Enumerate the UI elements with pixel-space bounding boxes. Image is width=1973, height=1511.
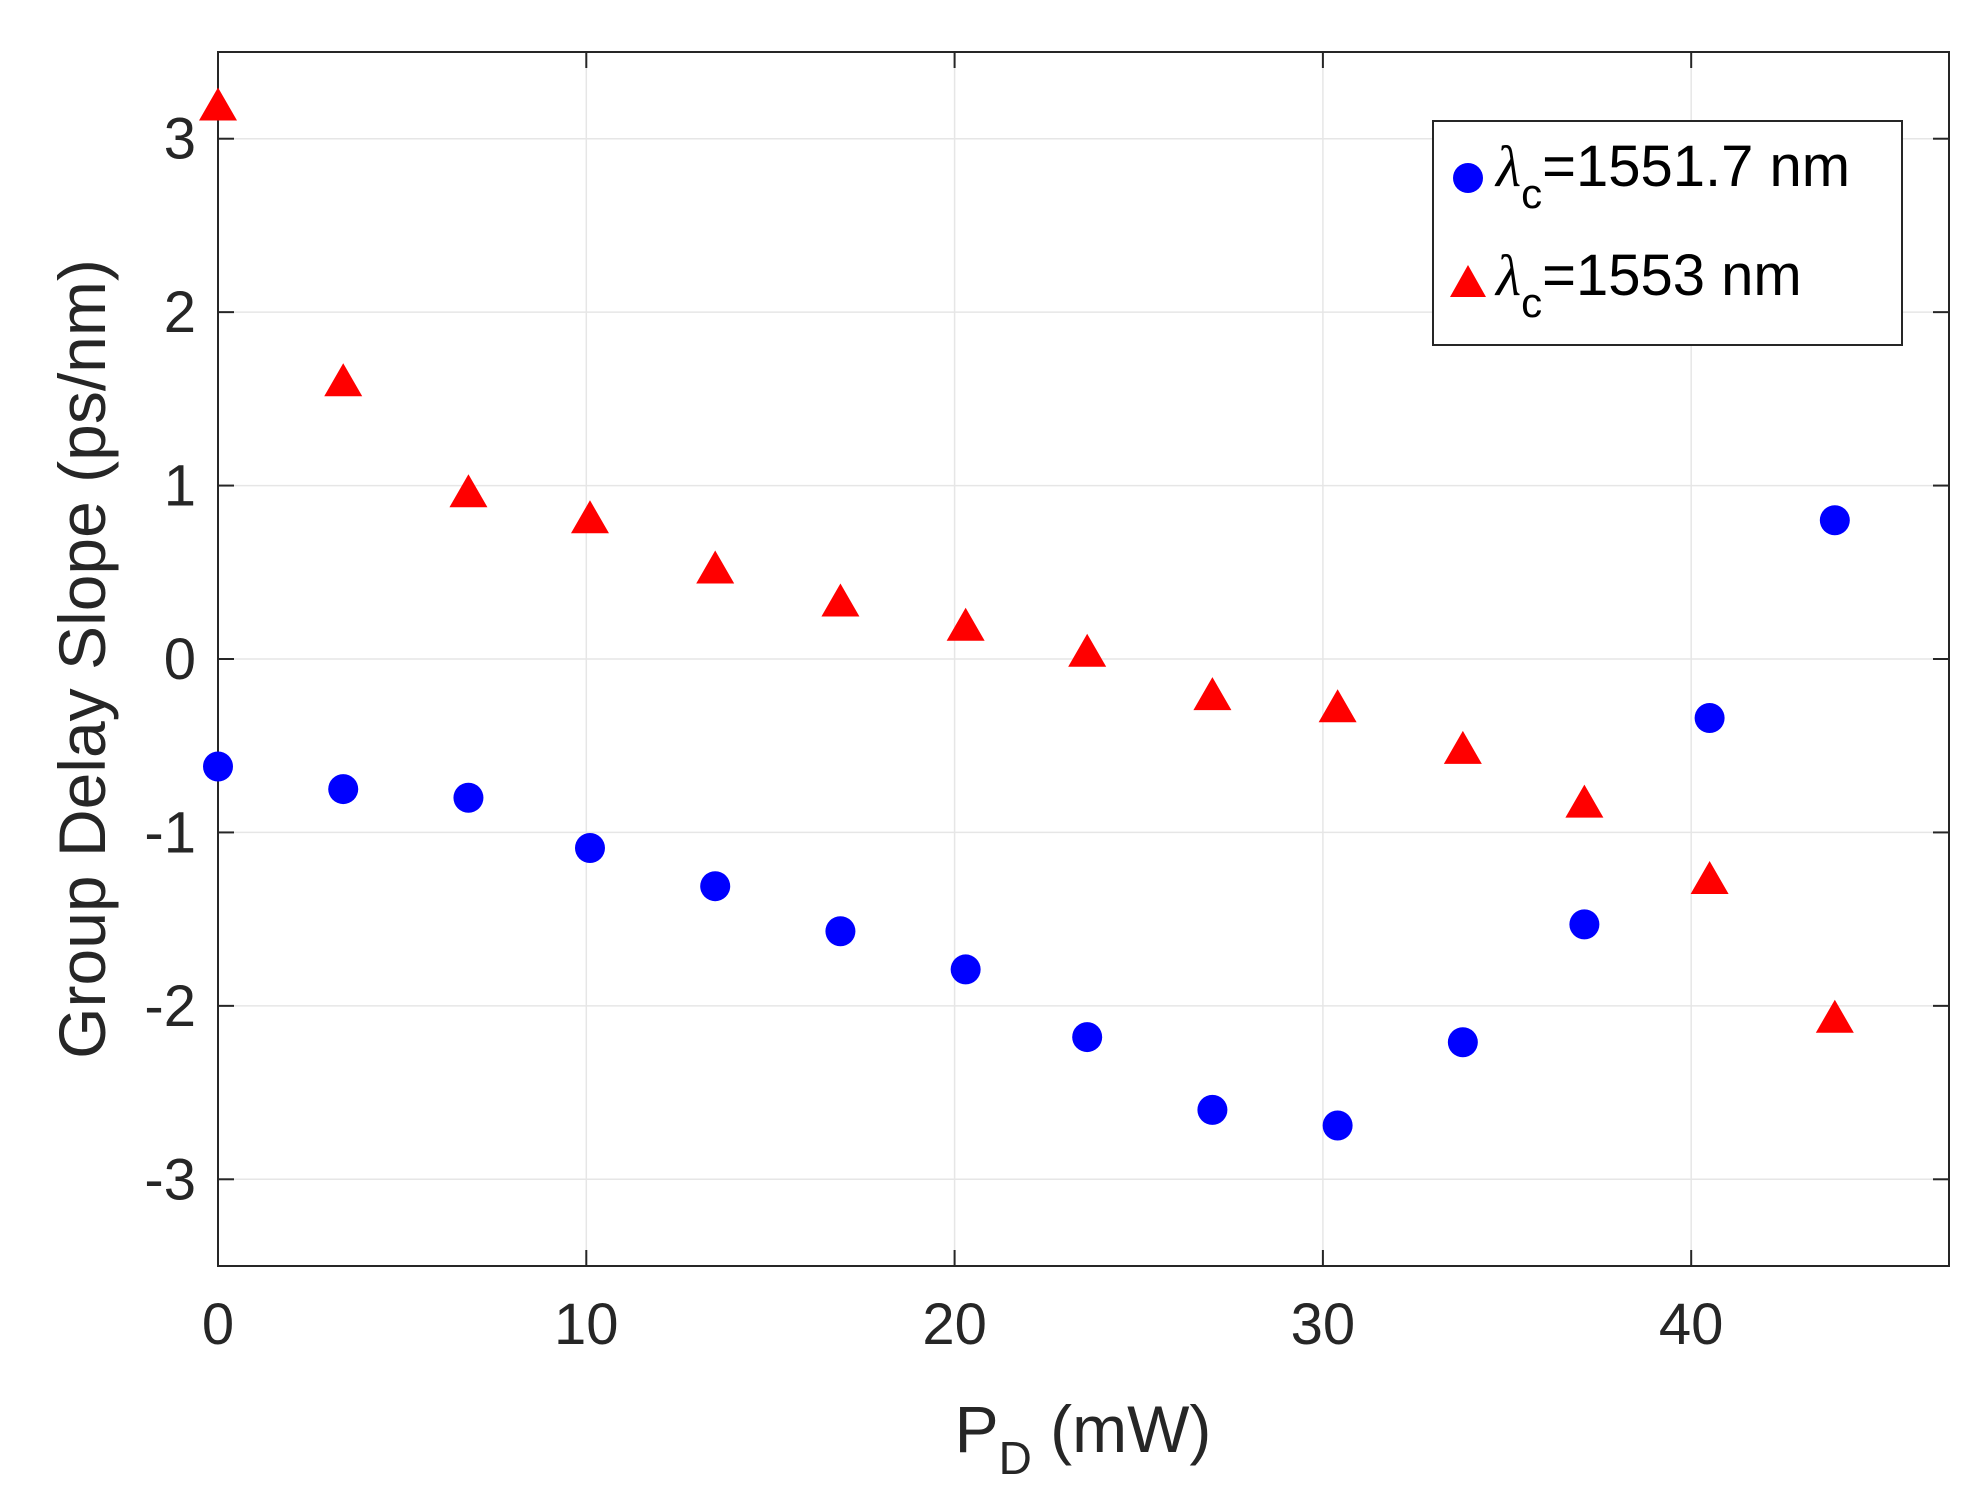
y-tick-label: 0: [164, 627, 196, 692]
y-tick-label: -2: [144, 974, 196, 1039]
y-tick-label: 3: [164, 107, 196, 172]
x-tick-label: 30: [1291, 1292, 1356, 1357]
data-point-series-1: [700, 871, 731, 902]
data-point-series-2: [946, 607, 985, 641]
x-tick-label: 0: [202, 1292, 234, 1357]
data-point-series-1: [950, 954, 981, 985]
x-axis-label-unit: (mW): [1032, 1392, 1212, 1466]
data-marks: [199, 87, 1854, 1141]
data-point-series-2: [1318, 689, 1357, 723]
data-point-series-1: [328, 774, 359, 805]
data-point-series-1: [1569, 909, 1600, 940]
data-point-series-2: [1068, 633, 1107, 667]
data-point-series-1: [1447, 1027, 1478, 1058]
data-point-series-2: [821, 583, 860, 617]
data-point-series-2: [199, 87, 237, 121]
legend-entry-series-2: λc=1553 nm: [1494, 243, 1802, 326]
y-tick-label: 2: [164, 280, 196, 345]
x-axis-label: PD (mW): [955, 1392, 1212, 1484]
data-point-series-1: [1072, 1022, 1103, 1053]
x-axis-label-main: P: [955, 1392, 999, 1466]
data-point-series-2: [696, 550, 735, 584]
x-tick-label: 10: [554, 1292, 619, 1357]
y-axis-label: Group Delay Slope (ps/nm): [45, 259, 119, 1059]
legend: λc=1551.7 nm λc=1553 nm: [1432, 120, 1903, 346]
legend-entry-series-1: λc=1551.7 nm: [1494, 134, 1850, 217]
x-tick-label: 20: [922, 1292, 987, 1357]
data-point-series-1: [453, 782, 484, 813]
data-point-series-2: [449, 474, 488, 508]
data-point-series-2: [1443, 730, 1482, 764]
data-point-series-1: [825, 916, 856, 947]
data-point-series-2: [1690, 860, 1729, 894]
data-point-series-2: [570, 500, 609, 534]
data-point-series-1: [1819, 505, 1850, 536]
x-tick-label: 40: [1659, 1292, 1724, 1357]
data-point-series-2: [1815, 999, 1854, 1033]
y-tick-label: -3: [144, 1147, 196, 1212]
data-point-series-1: [1322, 1110, 1353, 1141]
y-tick-label: -1: [144, 800, 196, 865]
legend-marker-circle: [1453, 163, 1483, 193]
data-point-series-2: [1193, 677, 1232, 711]
data-point-series-2: [1565, 784, 1604, 818]
data-point-series-1: [203, 751, 233, 782]
data-point-series-2: [324, 363, 363, 397]
legend-marker-triangle: [1450, 265, 1486, 297]
y-tick-label: 1: [164, 454, 196, 519]
data-point-series-1: [1694, 702, 1725, 733]
axes: 0 10 20 30 40 -3 -2 -1 0 1 2 3: [144, 51, 1950, 1357]
legend-box: [1432, 120, 1903, 346]
x-axis-label-sub: D: [999, 1432, 1032, 1484]
data-point-series-1: [1197, 1094, 1228, 1125]
data-point-series-1: [574, 833, 605, 864]
